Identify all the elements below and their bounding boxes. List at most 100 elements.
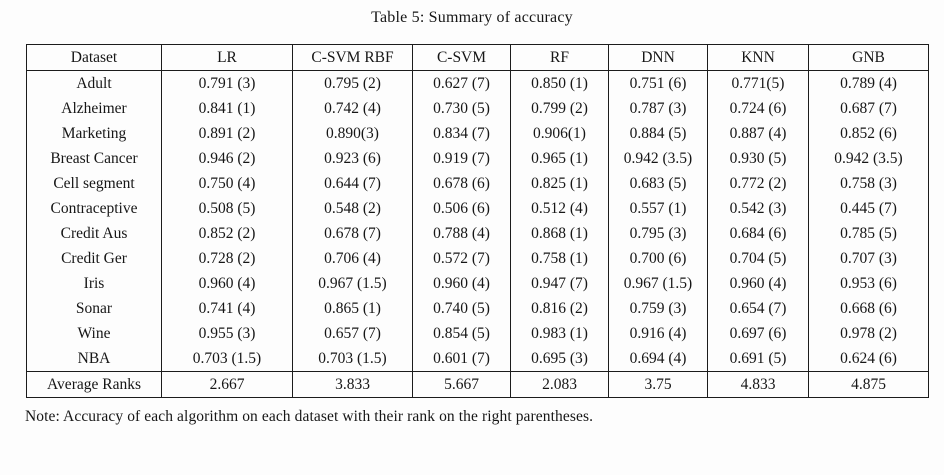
accuracy-cell: 0.668 (6) bbox=[808, 296, 929, 321]
table-row: Iris 0.960 (4) 0.967 (1.5) 0.960 (4) 0.947 (… bbox=[26, 271, 929, 296]
accuracy-cell: 0.978 (2) bbox=[808, 321, 929, 346]
dataset-name-cell: Credit Ger bbox=[26, 246, 162, 271]
accuracy-cell: 0.703 (1.5) bbox=[292, 346, 413, 372]
accuracy-cell: 0.624 (6) bbox=[808, 346, 929, 372]
dataset-name-cell: Alzheimer bbox=[26, 96, 162, 121]
accuracy-cell: 0.930 (5) bbox=[707, 146, 809, 171]
accuracy-cell: 0.891 (2) bbox=[161, 121, 293, 146]
accuracy-cell: 0.955 (3) bbox=[161, 321, 293, 346]
accuracy-cell: 0.644 (7) bbox=[292, 171, 413, 196]
column-header-dnn: DNN bbox=[608, 44, 708, 71]
table-row: Wine 0.955 (3) 0.657 (7) 0.854 (5) 0.983 (1)… bbox=[26, 321, 929, 346]
accuracy-cell: 0.841 (1) bbox=[161, 96, 293, 121]
table-caption: Table 5: Summary of accuracy bbox=[371, 9, 573, 26]
accuracy-cell: 0.942 (3.5) bbox=[608, 146, 708, 171]
accuracy-cell: 0.695 (3) bbox=[510, 346, 609, 372]
table-body: Adult 0.791 (3) 0.795 (2) 0.627 (7) 0.850 (1… bbox=[26, 70, 929, 372]
accuracy-cell: 0.919 (7) bbox=[412, 146, 511, 171]
accuracy-cell: 0.703 (1.5) bbox=[161, 346, 293, 372]
accuracy-cell: 0.759 (3) bbox=[608, 296, 708, 321]
accuracy-cell: 0.704 (5) bbox=[707, 246, 809, 271]
accuracy-cell: 0.707 (3) bbox=[808, 246, 929, 271]
table-row: Adult 0.791 (3) 0.795 (2) 0.627 (7) 0.850 (1… bbox=[26, 70, 929, 96]
column-header-lr: LR bbox=[161, 44, 293, 71]
accuracy-cell: 0.850 (1) bbox=[510, 70, 609, 96]
accuracy-cell: 0.512 (4) bbox=[510, 196, 609, 221]
dataset-name-cell: Credit Aus bbox=[26, 221, 162, 246]
accuracy-cell: 0.694 (4) bbox=[608, 346, 708, 372]
average-rank-cell: 2.083 bbox=[510, 371, 609, 398]
accuracy-cell: 0.730 (5) bbox=[412, 96, 511, 121]
dataset-name-cell: Wine bbox=[26, 321, 162, 346]
column-header-dataset: Dataset bbox=[26, 44, 162, 71]
accuracy-cell: 0.772 (2) bbox=[707, 171, 809, 196]
accuracy-cell: 0.834 (7) bbox=[412, 121, 511, 146]
accuracy-cell: 0.960 (4) bbox=[161, 271, 293, 296]
accuracy-cell: 0.816 (2) bbox=[510, 296, 609, 321]
accuracy-cell: 0.947 (7) bbox=[510, 271, 609, 296]
accuracy-cell: 0.890(3) bbox=[292, 121, 413, 146]
accuracy-cell: 0.960 (4) bbox=[707, 271, 809, 296]
table-row: NBA 0.703 (1.5) 0.703 (1.5) 0.601 (7) 0.695 … bbox=[26, 346, 929, 372]
accuracy-cell: 0.825 (1) bbox=[510, 171, 609, 196]
accuracy-cell: 0.751 (6) bbox=[608, 70, 708, 96]
header-row: Dataset LR C-SVM RBF C-SVM RF DNN KNN GNB bbox=[26, 44, 929, 71]
accuracy-cell: 0.942 (3.5) bbox=[808, 146, 929, 171]
dataset-name-cell: Cell segment bbox=[26, 171, 162, 196]
accuracy-cell: 0.967 (1.5) bbox=[608, 271, 708, 296]
accuracy-cell: 0.724 (6) bbox=[707, 96, 809, 121]
accuracy-cell: 0.700 (6) bbox=[608, 246, 708, 271]
accuracy-table: Dataset LR C-SVM RBF C-SVM RF DNN KNN GNB Adult… bbox=[26, 44, 929, 398]
accuracy-cell: 0.965 (1) bbox=[510, 146, 609, 171]
accuracy-cell: 0.742 (4) bbox=[292, 96, 413, 121]
dataset-name-cell: Iris bbox=[26, 271, 162, 296]
accuracy-cell: 0.706 (4) bbox=[292, 246, 413, 271]
dataset-name-cell: Contraceptive bbox=[26, 196, 162, 221]
accuracy-cell: 0.795 (3) bbox=[608, 221, 708, 246]
accuracy-cell: 0.758 (3) bbox=[808, 171, 929, 196]
accuracy-cell: 0.548 (2) bbox=[292, 196, 413, 221]
accuracy-cell: 0.542 (3) bbox=[707, 196, 809, 221]
accuracy-cell: 0.795 (2) bbox=[292, 70, 413, 96]
accuracy-cell: 0.916 (4) bbox=[608, 321, 708, 346]
accuracy-cell: 0.791 (3) bbox=[161, 70, 293, 96]
accuracy-cell: 0.697 (6) bbox=[707, 321, 809, 346]
table-row: Credit Aus 0.852 (2) 0.678 (7) 0.788 (4) 0.8… bbox=[26, 221, 929, 246]
accuracy-cell: 0.960 (4) bbox=[412, 271, 511, 296]
accuracy-cell: 0.868 (1) bbox=[510, 221, 609, 246]
table-row: Breast Cancer 0.946 (2) 0.923 (6) 0.919 (7)… bbox=[26, 146, 929, 171]
average-rank-cell: 5.667 bbox=[412, 371, 511, 398]
accuracy-cell: 0.865 (1) bbox=[292, 296, 413, 321]
accuracy-cell: 0.445 (7) bbox=[808, 196, 929, 221]
accuracy-cell: 0.691 (5) bbox=[707, 346, 809, 372]
accuracy-cell: 0.750 (4) bbox=[161, 171, 293, 196]
accuracy-cell: 0.678 (6) bbox=[412, 171, 511, 196]
accuracy-cell: 0.785 (5) bbox=[808, 221, 929, 246]
accuracy-cell: 0.906(1) bbox=[510, 121, 609, 146]
average-rank-cell: 4.875 bbox=[808, 371, 929, 398]
dataset-name-cell: Breast Cancer bbox=[26, 146, 162, 171]
accuracy-cell: 0.787 (3) bbox=[608, 96, 708, 121]
average-rank-cell: 3.75 bbox=[608, 371, 708, 398]
accuracy-cell: 0.741 (4) bbox=[161, 296, 293, 321]
table-row: Marketing 0.891 (2) 0.890(3) 0.834 (7) 0.906… bbox=[26, 121, 929, 146]
accuracy-cell: 0.684 (6) bbox=[707, 221, 809, 246]
accuracy-cell: 0.508 (5) bbox=[161, 196, 293, 221]
accuracy-cell: 0.657 (7) bbox=[292, 321, 413, 346]
table-row: Credit Ger 0.728 (2) 0.706 (4) 0.572 (7) 0.7… bbox=[26, 246, 929, 271]
dataset-name-cell: Adult bbox=[26, 70, 162, 96]
accuracy-cell: 0.799 (2) bbox=[510, 96, 609, 121]
accuracy-cell: 0.771(5) bbox=[707, 70, 809, 96]
accuracy-cell: 0.854 (5) bbox=[412, 321, 511, 346]
accuracy-cell: 0.683 (5) bbox=[608, 171, 708, 196]
accuracy-cell: 0.572 (7) bbox=[412, 246, 511, 271]
accuracy-cell: 0.557 (1) bbox=[608, 196, 708, 221]
accuracy-cell: 0.687 (7) bbox=[808, 96, 929, 121]
table-footnote: Note: Accuracy of each algorithm on each… bbox=[25, 408, 594, 425]
accuracy-cell: 0.852 (6) bbox=[808, 121, 929, 146]
dataset-name-cell: NBA bbox=[26, 346, 162, 372]
column-header-rf: RF bbox=[510, 44, 609, 71]
accuracy-cell: 0.887 (4) bbox=[707, 121, 809, 146]
accuracy-cell: 0.953 (6) bbox=[808, 271, 929, 296]
accuracy-cell: 0.627 (7) bbox=[412, 70, 511, 96]
